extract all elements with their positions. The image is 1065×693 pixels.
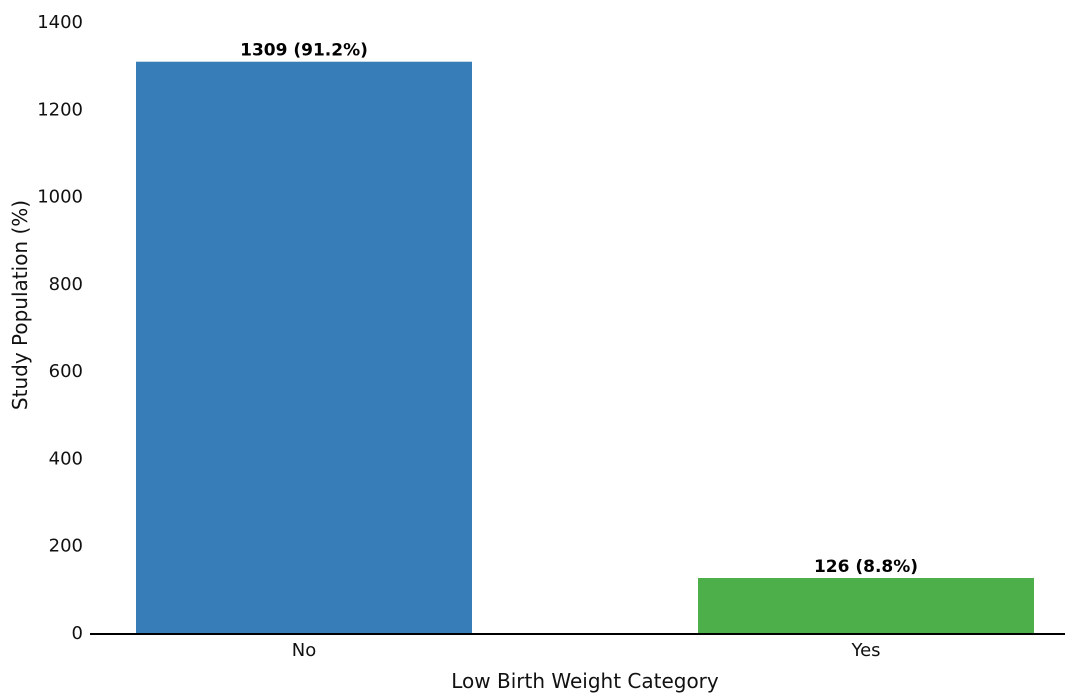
bar-data-label: 1309 (91.2%) (240, 41, 368, 61)
bar-data-labels: 1309 (91.2%) 126 (8.8%) (240, 41, 918, 577)
x-tick-label: No (292, 640, 316, 661)
x-tick-label: Yes (850, 640, 880, 661)
y-tick-label: 600 (49, 361, 83, 382)
bars (136, 61, 1034, 633)
bar-data-label: 126 (8.8%) (814, 557, 918, 577)
y-axis-title: Study Population (%) (8, 200, 32, 410)
y-tick-label: 1000 (37, 187, 83, 208)
x-axis-ticks: No Yes (292, 640, 881, 661)
y-axis-ticks: 0 200 400 600 800 1000 1200 1400 (37, 12, 83, 644)
x-axis-title: Low Birth Weight Category (451, 669, 719, 693)
y-tick-label: 1200 (37, 99, 83, 120)
y-tick-label: 200 (49, 536, 83, 557)
bar-no (136, 61, 472, 633)
y-tick-label: 400 (49, 448, 83, 469)
y-tick-label: 0 (72, 623, 83, 644)
y-tick-label: 1400 (37, 12, 83, 33)
bar-yes (698, 578, 1034, 633)
y-tick-label: 800 (49, 274, 83, 295)
